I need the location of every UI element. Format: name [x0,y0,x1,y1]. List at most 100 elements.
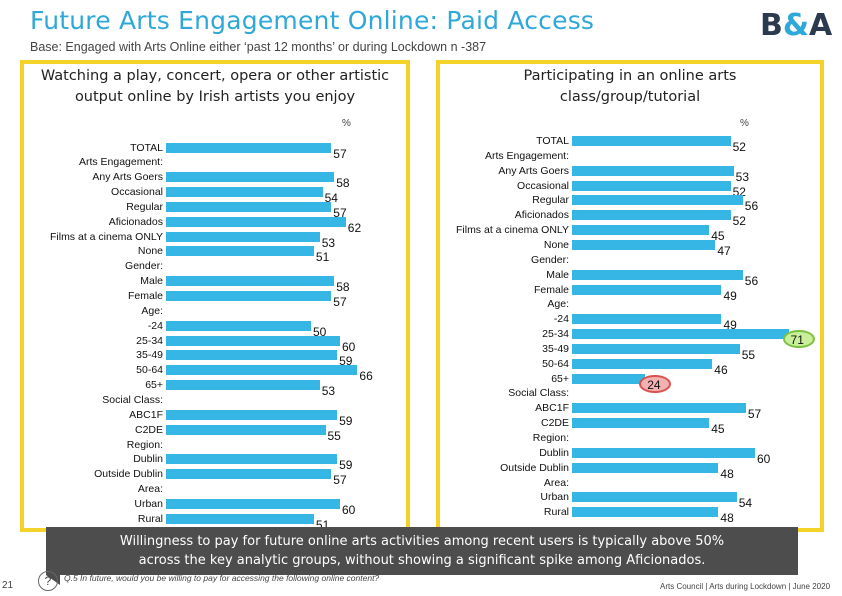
category-label: Any Arts Goers [92,171,163,184]
bar [166,335,340,346]
category-label: Films at a cinema ONLY [49,230,163,243]
data-label: 48 [720,466,734,481]
bar [572,403,746,414]
right-chart-title: Participating in an online arts class/gr… [523,68,737,105]
category-label: Area: [137,483,163,496]
question-icon: ? [38,571,58,591]
bar [572,239,716,250]
data-label: 57 [333,146,347,161]
category-label: Regular [532,194,569,207]
bar [572,418,710,429]
category-label: None [543,238,569,251]
category-label: Dublin [539,446,569,459]
data-label: 54 [324,191,338,206]
category-label: 25-34 [136,334,163,347]
category-label: 50-64 [542,357,569,370]
category-label: Male [546,268,569,281]
bar [166,424,326,435]
bar [166,409,338,420]
bar [166,350,338,361]
data-label: 60 [757,451,771,466]
data-label: 66 [359,369,373,384]
data-label: 55 [741,347,756,362]
category-label: Films at a cinema ONLY [455,224,569,237]
category-label: Rural [137,512,163,525]
data-label: 57 [333,295,347,309]
category-label: Aficionados [514,209,569,222]
data-label: 52 [732,214,746,229]
base-note: Base: Engaged with Arts Online either ‘p… [30,40,487,54]
page-number: 21 [2,580,14,591]
bar [572,373,646,384]
data-label: 57 [333,205,347,220]
category-label: None [137,245,163,258]
category-label: Urban [134,497,163,510]
category-label: Outside Dublin [94,468,163,481]
data-label: 60 [342,502,356,517]
category-label: Female [127,290,163,302]
category-label: Occasional [517,179,569,192]
bar [572,358,713,369]
data-label: 53 [735,169,749,184]
data-label: 60 [342,339,356,354]
question-text: Q.5 In future, would you be willing to p… [64,573,380,583]
category-label: Aficionados [108,215,163,228]
data-label: 53 [321,384,336,399]
data-label: 62 [347,220,362,235]
category-label: C2DE [540,417,569,430]
data-label: 57 [747,407,762,422]
data-label: 53 [321,235,336,250]
bar [166,246,314,257]
bar [166,380,320,391]
bar [572,195,743,206]
right-percent-label: % [740,118,749,129]
data-label: 54 [738,496,753,511]
data-label: 58 [336,280,350,295]
category-label: Arts Engagement: [78,156,163,169]
bar [572,462,719,473]
category-label: Gender: [531,253,569,266]
data-label: 55 [327,428,341,443]
bar [166,454,338,465]
brand-logo: B&A [760,8,833,43]
data-label: 49 [723,288,737,303]
data-label: 59 [339,413,353,428]
category-label: -24 [147,319,163,332]
bar [166,276,335,287]
source-note: Arts Council | Arts during Lockdown | Ju… [660,582,831,591]
category-label: 65+ [551,372,569,385]
data-label: 49 [723,318,737,333]
category-label: Dublin [133,453,163,466]
category-label: 50-64 [136,364,163,377]
category-label: Rural [543,506,569,519]
category-label: -24 [553,313,569,326]
category-label: Social Class: [102,393,163,406]
bar [572,343,740,354]
category-label: Age: [141,304,163,317]
category-label: Regular [126,200,163,213]
bar [572,210,731,221]
bar [572,507,719,518]
category-label: C2DE [134,423,163,436]
category-label: ABC1F [129,408,163,421]
bar [166,231,320,242]
category-label: 25-34 [542,328,569,341]
data-label: 24 [647,377,661,392]
category-label: Social Class: [508,387,569,400]
bar [166,216,346,227]
data-label: 57 [333,473,347,488]
category-label: TOTAL [536,135,569,147]
bar [166,513,314,524]
data-label: 56 [744,273,759,288]
category-label: Urban [540,491,569,504]
bar [572,165,734,176]
summary-banner: Willingness to pay for future online art… [46,527,798,575]
page-title: Future Arts Engagement Online: Paid Acce… [30,6,595,35]
bar [572,284,722,295]
bar [572,314,722,325]
category-label: ABC1F [535,402,569,415]
category-label: Any Arts Goers [498,164,569,177]
data-label: 47 [717,243,731,258]
significant-high-marker [782,330,815,349]
bar [572,492,737,503]
